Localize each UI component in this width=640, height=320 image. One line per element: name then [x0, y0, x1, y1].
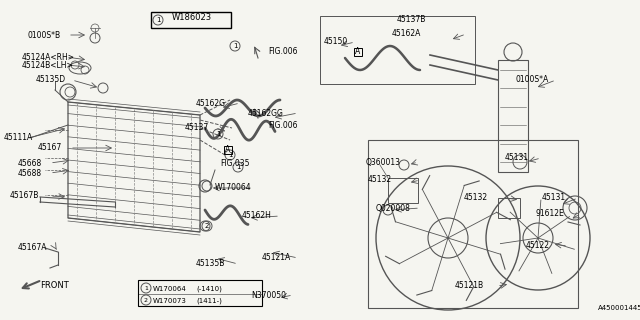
Text: N370050: N370050 — [251, 291, 286, 300]
Text: 45688: 45688 — [18, 169, 42, 178]
Text: 1: 1 — [156, 17, 160, 23]
Text: 0100S*A: 0100S*A — [516, 76, 549, 84]
Text: 45167B: 45167B — [10, 191, 40, 201]
Text: 1: 1 — [236, 164, 240, 170]
Text: A450001445: A450001445 — [598, 305, 640, 311]
Text: 45135B: 45135B — [196, 260, 225, 268]
Text: 45162H: 45162H — [242, 212, 272, 220]
Text: 45111A: 45111A — [4, 133, 33, 142]
Text: 45122: 45122 — [526, 242, 550, 251]
Text: 45131: 45131 — [505, 154, 529, 163]
Text: W170064: W170064 — [153, 286, 187, 292]
Text: 45162GG: 45162GG — [248, 108, 284, 117]
Text: 0100S*B: 0100S*B — [28, 30, 61, 39]
Text: FRONT: FRONT — [40, 281, 68, 290]
Text: 1: 1 — [233, 43, 237, 49]
Bar — [498, 60, 528, 172]
Text: (1411-): (1411-) — [196, 298, 222, 304]
Text: 45124A<RH>: 45124A<RH> — [22, 52, 75, 61]
Text: 45167A: 45167A — [18, 243, 47, 252]
Text: W186023: W186023 — [172, 13, 212, 22]
Text: 91612E: 91612E — [535, 210, 564, 219]
Text: W170073: W170073 — [153, 298, 187, 304]
Text: 45137B: 45137B — [397, 15, 426, 25]
Text: 45124B<LH>: 45124B<LH> — [22, 60, 74, 69]
Text: Q020008: Q020008 — [376, 204, 411, 212]
Text: 1: 1 — [228, 152, 232, 158]
Text: 45137: 45137 — [185, 124, 209, 132]
Bar — [224, 146, 232, 154]
Text: 45150: 45150 — [324, 37, 348, 46]
Text: 45131: 45131 — [542, 194, 566, 203]
Text: 45132: 45132 — [464, 194, 488, 203]
Text: 45132: 45132 — [368, 175, 392, 185]
Text: 45121A: 45121A — [262, 253, 291, 262]
Text: (-1410): (-1410) — [196, 286, 222, 292]
Bar — [498, 198, 520, 218]
Text: FIG.006: FIG.006 — [268, 122, 298, 131]
Text: Q360013: Q360013 — [366, 157, 401, 166]
Text: FIG.006: FIG.006 — [268, 47, 298, 57]
Text: FIG.035: FIG.035 — [220, 158, 250, 167]
Text: 2: 2 — [144, 298, 148, 302]
Text: 45162G: 45162G — [196, 99, 226, 108]
Text: 45162A: 45162A — [392, 29, 421, 38]
Text: A: A — [355, 47, 360, 57]
Text: 45121B: 45121B — [455, 282, 484, 291]
Text: 1: 1 — [144, 285, 148, 291]
Bar — [138, 280, 262, 306]
Text: 2: 2 — [205, 223, 209, 229]
Bar — [151, 12, 231, 28]
Bar — [320, 16, 475, 84]
Text: A: A — [225, 146, 230, 155]
Text: 1: 1 — [216, 131, 220, 137]
Text: 45668: 45668 — [18, 158, 42, 167]
Text: 45135D: 45135D — [36, 76, 66, 84]
Text: 45167: 45167 — [38, 143, 62, 153]
Bar — [354, 48, 362, 56]
Text: W170064: W170064 — [215, 183, 252, 193]
Bar — [388, 178, 418, 203]
